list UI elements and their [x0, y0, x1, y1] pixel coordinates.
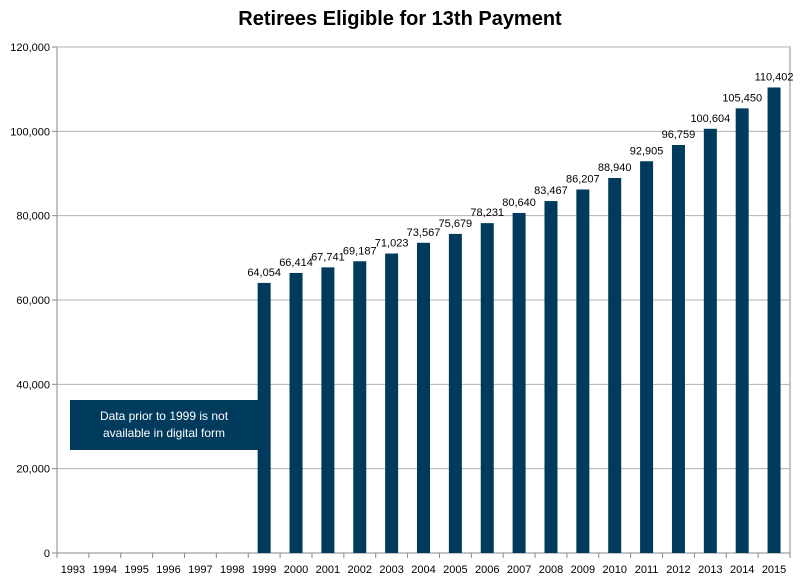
x-tick-label: 2012	[666, 564, 690, 576]
x-tick-label: 2011	[635, 564, 659, 576]
data-label: 67,741	[311, 251, 345, 263]
y-tick-label: 120,000	[10, 42, 50, 54]
x-tick-label: 2010	[602, 564, 626, 576]
bar	[257, 282, 271, 553]
data-label: 92,905	[630, 145, 664, 157]
y-tick-label: 20,000	[16, 464, 50, 476]
data-label: 80,640	[502, 197, 536, 209]
data-label: 64,054	[247, 267, 281, 279]
x-tick-label: 2008	[539, 564, 563, 576]
x-tick-label: 2001	[316, 564, 340, 576]
data-label: 100,604	[690, 113, 730, 125]
y-tick-label: 40,000	[16, 379, 50, 391]
x-tick-label: 2007	[507, 564, 531, 576]
bar	[480, 223, 494, 553]
x-tick-label: 2013	[698, 564, 722, 576]
x-tick-label: 2015	[762, 564, 786, 576]
y-tick-label: 80,000	[16, 211, 50, 223]
x-tick-label: 2005	[443, 564, 467, 576]
x-tick-label: 1994	[93, 564, 117, 576]
bar	[735, 108, 749, 553]
data-label: 110,402	[755, 71, 794, 83]
data-label: 83,467	[534, 185, 568, 197]
x-tick-label: 2003	[379, 564, 403, 576]
data-availability-note: Data prior to 1999 is not available in d…	[70, 400, 258, 450]
x-tick-label: 2009	[571, 564, 595, 576]
bar	[767, 87, 781, 554]
x-tick-label: 1997	[188, 564, 212, 576]
x-tick-label: 2006	[475, 564, 499, 576]
data-label: 75,679	[439, 218, 473, 230]
x-tick-label: 1996	[156, 564, 180, 576]
data-label: 78,231	[470, 207, 504, 219]
chart-title: Retirees Eligible for 13th Payment	[238, 8, 562, 30]
bar	[671, 144, 685, 553]
y-tick-label: 60,000	[16, 295, 50, 307]
x-tick-label: 2004	[411, 564, 435, 576]
bar	[576, 189, 590, 553]
bar	[353, 261, 367, 553]
bar	[640, 161, 654, 553]
data-label: 69,187	[343, 245, 377, 257]
data-label: 86,207	[566, 173, 600, 185]
bar	[289, 272, 303, 553]
data-label: 73,567	[407, 227, 441, 239]
x-tick-label: 1999	[252, 564, 276, 576]
y-tick-label: 100,000	[10, 126, 50, 138]
bar	[703, 128, 717, 553]
bar	[512, 212, 526, 553]
x-tick-label: 1998	[220, 564, 244, 576]
bar	[544, 201, 558, 553]
bar	[321, 267, 335, 553]
data-label: 96,759	[662, 129, 696, 141]
bar	[417, 242, 430, 553]
y-tick-label: 0	[44, 548, 50, 560]
data-label: 71,023	[375, 238, 409, 250]
x-tick-label: 1995	[124, 564, 148, 576]
x-tick-label: 1993	[61, 564, 85, 576]
data-label: 66,414	[279, 257, 313, 269]
x-tick-label: 2002	[348, 564, 372, 576]
data-label: 88,940	[598, 162, 632, 174]
bar	[448, 233, 462, 553]
x-tick-label: 2014	[730, 564, 754, 576]
bar	[608, 177, 622, 553]
data-label: 105,450	[722, 92, 762, 104]
bar	[385, 253, 399, 553]
x-tick-label: 2000	[284, 564, 308, 576]
